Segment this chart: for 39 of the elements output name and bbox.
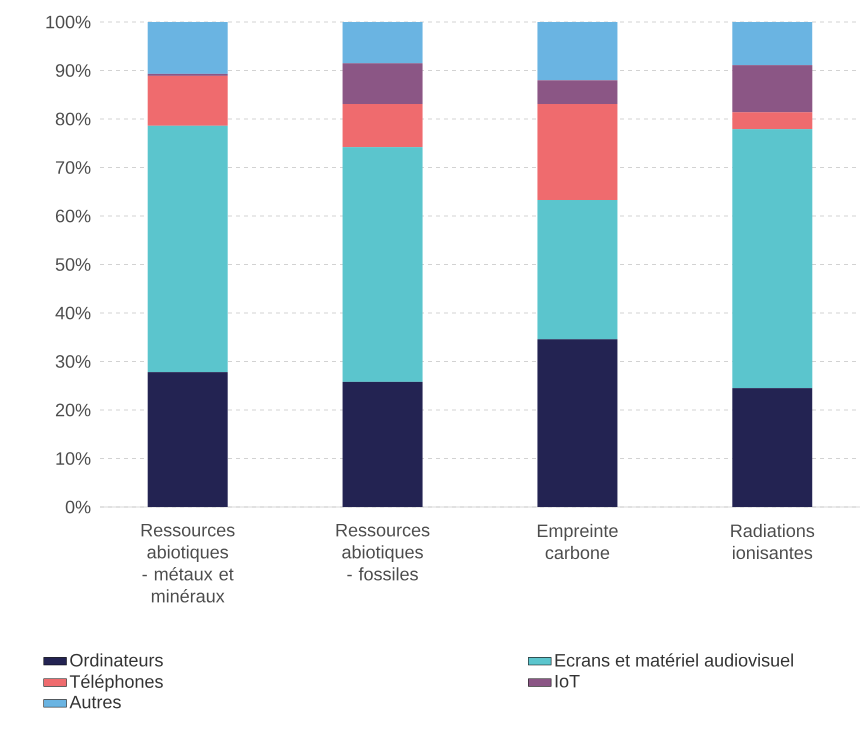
x-tick-label: Empreinte carbone bbox=[538, 524, 618, 560]
bar bbox=[732, 388, 812, 508]
bar bbox=[537, 200, 618, 340]
legend-label: Ecrans et matériel audiovisuel bbox=[556, 653, 793, 667]
y-tick-label: 20% bbox=[56, 404, 90, 416]
legend-label: Téléphones bbox=[70, 674, 163, 692]
x-tick-label: Ressources abiotiques - métaux et minéraux bbox=[142, 524, 235, 602]
y-tick-label: 30% bbox=[56, 355, 90, 368]
y-tick-label: 0% bbox=[66, 500, 90, 514]
legend-label: Autres bbox=[69, 696, 121, 708]
bar bbox=[732, 22, 812, 66]
bar bbox=[148, 22, 228, 74]
y-tick-label: 50% bbox=[56, 258, 90, 271]
bar bbox=[342, 63, 423, 104]
x-tick-label: Radiations ionisantes bbox=[731, 524, 814, 560]
y-tick-label: 80% bbox=[56, 112, 90, 126]
bar bbox=[342, 22, 423, 64]
y-tick-label: 60% bbox=[56, 210, 90, 222]
legend-label: IoT bbox=[556, 674, 580, 688]
bar bbox=[537, 339, 618, 508]
y-tick-label: 40% bbox=[55, 306, 90, 320]
legend-label: Ordinateurs bbox=[70, 653, 163, 667]
bar bbox=[342, 147, 423, 382]
bar bbox=[148, 76, 228, 126]
y-tick-label: 10% bbox=[56, 452, 90, 465]
bar bbox=[342, 104, 423, 148]
x-tick-label: Ressources abiotiques - fossiles bbox=[336, 524, 430, 580]
bar bbox=[148, 372, 228, 508]
y-tick-label: 100% bbox=[46, 16, 90, 28]
bar bbox=[148, 126, 228, 372]
bar bbox=[342, 382, 423, 508]
bar bbox=[537, 104, 618, 200]
bar bbox=[732, 129, 812, 388]
bar bbox=[537, 22, 618, 80]
bar bbox=[732, 112, 812, 130]
bar bbox=[732, 65, 812, 112]
y-tick-label: 90% bbox=[56, 64, 90, 77]
bar bbox=[537, 80, 618, 104]
y-tick-label: 70% bbox=[56, 161, 90, 174]
